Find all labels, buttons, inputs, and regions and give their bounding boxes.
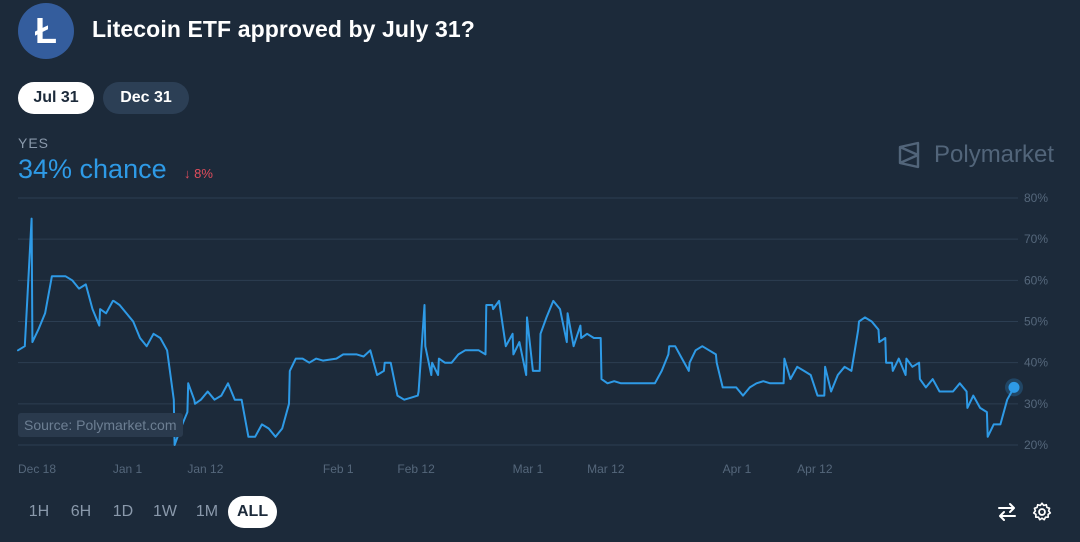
x-tick-label: Jan 1: [113, 462, 143, 476]
x-tick-label: Dec 18: [18, 462, 56, 476]
y-tick-label: 70%: [1024, 232, 1048, 246]
range-1d[interactable]: 1D: [112, 503, 134, 520]
x-tick-label: Jan 12: [187, 462, 223, 476]
y-tick-label: 60%: [1024, 273, 1048, 287]
y-tick-label: 20%: [1024, 438, 1048, 452]
x-tick-label: Mar 1: [513, 462, 544, 476]
market-title: Litecoin ETF approved by July 31?: [92, 16, 475, 42]
y-tick-label: 50%: [1024, 315, 1048, 329]
swap-arrows-icon[interactable]: [995, 500, 1019, 524]
x-tick-label: Mar 12: [587, 462, 625, 476]
y-tick-label: 80%: [1024, 191, 1048, 205]
y-tick-label: 40%: [1024, 356, 1048, 370]
current-point: [1008, 381, 1020, 393]
watermark-text: Polymarket: [934, 141, 1055, 168]
outcome-label: YES: [18, 135, 50, 151]
tab-dec-31[interactable]: Dec 31: [103, 82, 189, 114]
range-6h[interactable]: 6H: [70, 503, 92, 520]
down-arrow-icon: ↓: [184, 166, 191, 181]
chart-svg: 20% 30% 40% 50% 60% 70% 80% Dec 18 Jan 1 Jan 12 Fe…: [17, 191, 1048, 476]
x-tick-label: Apr 1: [723, 462, 752, 476]
range-1m[interactable]: 1M: [195, 503, 219, 520]
source-label: Source: Polymarket.com: [18, 413, 183, 437]
gear-icon[interactable]: [1030, 500, 1054, 524]
range-1w[interactable]: 1W: [153, 503, 177, 520]
litecoin-icon: Ł: [18, 3, 74, 59]
svg-text:Ł: Ł: [35, 10, 57, 51]
tab-jul-31[interactable]: Jul 31: [18, 82, 94, 114]
x-tick-label: Feb 12: [397, 462, 435, 476]
x-tick-label: Feb 1: [323, 462, 354, 476]
polymarket-logo-icon: [898, 141, 920, 169]
price-chart[interactable]: 20% 30% 40% 50% 60% 70% 80% Dec 18 Jan 1 Jan 12 Fe…: [0, 185, 1080, 485]
delta-value: 8%: [194, 166, 213, 181]
time-range-selector: 1H 6H 1D 1W 1M ALL: [18, 496, 278, 530]
chance-delta: ↓ 8%: [184, 166, 213, 181]
range-1h[interactable]: 1H: [28, 503, 50, 520]
range-all[interactable]: ALL: [228, 496, 278, 528]
chance-value: 34% chance: [18, 154, 167, 184]
x-tick-label: Apr 12: [797, 462, 833, 476]
polymarket-watermark: Polymarket: [896, 141, 1054, 169]
y-tick-label: 30%: [1024, 397, 1048, 411]
series-line: [17, 217, 1015, 446]
